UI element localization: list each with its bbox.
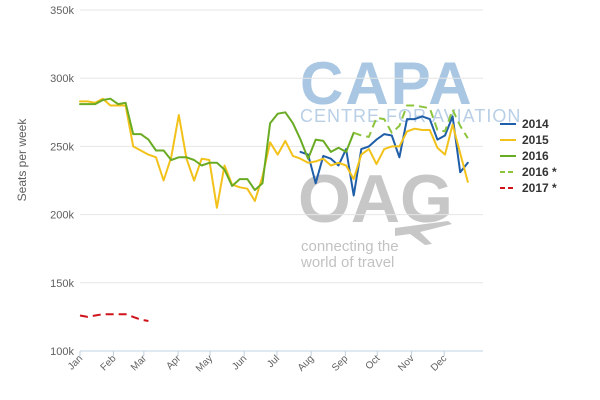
capa-watermark: CAPA CENTRE FOR AVIATION <box>300 50 521 126</box>
y-tick-label: 300k <box>50 73 74 85</box>
airplane-icon <box>395 221 452 245</box>
y-tick-label: 100k <box>50 346 74 358</box>
x-tick-label: Feb <box>99 353 119 373</box>
legend-item[interactable]: 2016 <box>500 149 549 163</box>
y-tick-label: 150k <box>50 278 74 290</box>
x-tick-label: Dec <box>429 353 449 373</box>
legend-item[interactable]: 2016 * <box>500 165 557 179</box>
legend-label: 2016 <box>522 149 549 163</box>
legend-item[interactable]: 2015 <box>500 133 549 147</box>
series-line-2015 <box>79 97 469 209</box>
series-layer <box>79 97 469 322</box>
oag-tagline-line1: connecting the <box>301 238 399 255</box>
legend-label: 2016 * <box>522 165 557 179</box>
oag-watermark: OAG connecting the world of travel <box>298 161 453 271</box>
oag-tagline-line2: world of travel <box>300 254 394 271</box>
legend-label: 2014 <box>522 117 549 131</box>
x-tick-label: Aug <box>296 353 316 373</box>
x-tick-label: Jul <box>265 353 282 370</box>
x-tick-label: Jun <box>230 353 249 372</box>
legend-item[interactable]: 2017 * <box>500 181 557 195</box>
x-tick-label: Apr <box>164 353 183 372</box>
legend-item[interactable]: 2014 <box>500 117 549 131</box>
legend: 2014 2015 2016 2016 * 2017 * <box>500 117 557 195</box>
series-line-2016 <box>79 97 355 191</box>
series-line-2014 <box>299 115 469 197</box>
x-tick-label: May <box>194 353 215 374</box>
x-tick-label: Mar <box>129 353 149 373</box>
legend-label: 2017 * <box>522 181 557 195</box>
x-tick-label: Sep <box>330 353 351 374</box>
legend-label: 2015 <box>522 133 549 147</box>
y-tick-label: 250k <box>50 141 74 153</box>
x-tick-label: Nov <box>396 353 416 373</box>
y-tick-label: 350k <box>50 5 74 17</box>
capa-sub-text: CENTRE FOR AVIATION <box>300 106 521 126</box>
y-tick-label: 200k <box>50 210 74 222</box>
y-axis-label: Seats per week <box>15 118 29 202</box>
series-line-2016 <box>353 104 469 139</box>
capa-logo-text: CAPA <box>300 50 474 117</box>
series-line-2017 <box>79 313 149 322</box>
x-tick-label: Oct <box>364 353 383 372</box>
